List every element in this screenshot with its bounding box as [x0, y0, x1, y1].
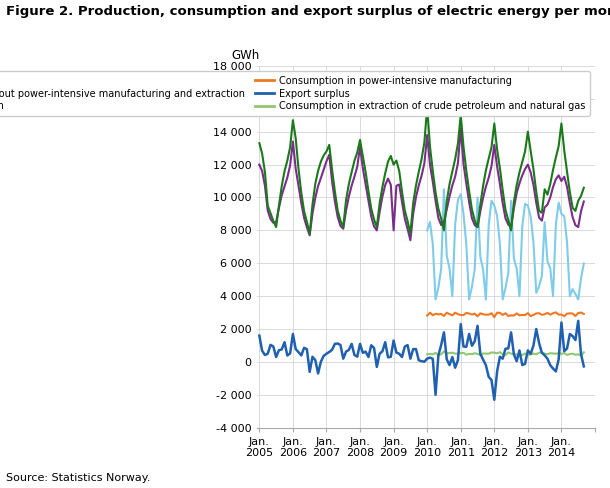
- Legend: Total production, Consumption without power-intensive manufacturing and extracti: Total production, Consumption without po…: [0, 71, 590, 116]
- Text: Source: Statistics Norway.: Source: Statistics Norway.: [6, 473, 151, 483]
- Text: GWh: GWh: [231, 49, 259, 62]
- Text: Figure 2. Production, consumption and export surplus of electric energy per mont: Figure 2. Production, consumption and ex…: [6, 5, 610, 18]
